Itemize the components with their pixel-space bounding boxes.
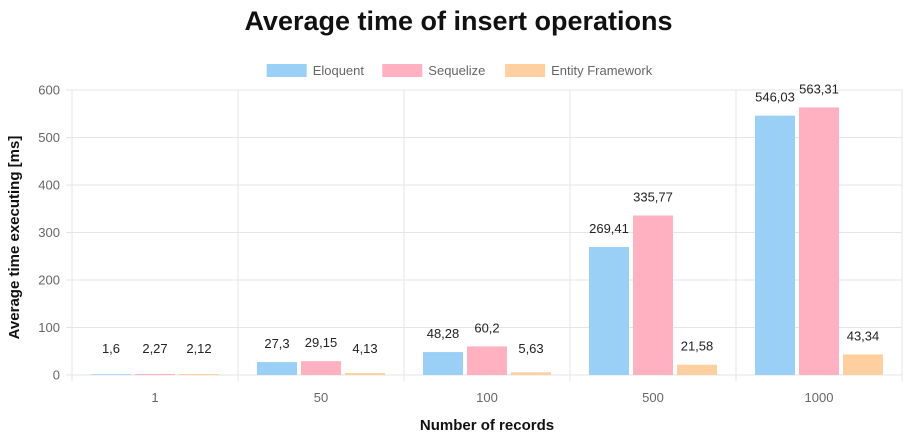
bar-entity-framework-50 — [345, 373, 385, 375]
data-label: 563,31 — [799, 81, 839, 96]
y-tick-label: 0 — [53, 368, 60, 383]
bar-sequelize-1 — [135, 373, 175, 375]
data-label: 48,28 — [427, 326, 460, 341]
bar-sequelize-100 — [467, 346, 507, 375]
y-tick-label: 600 — [38, 83, 60, 98]
legend-label: Entity Framework — [551, 63, 653, 78]
legend-swatch — [505, 64, 546, 77]
grid — [66, 89, 903, 381]
y-tick-label: 400 — [38, 178, 60, 193]
x-tick-label: 50 — [314, 390, 328, 405]
y-tick-label: 200 — [38, 273, 60, 288]
bar-sequelize-500 — [633, 215, 673, 375]
x-tick-label: 1000 — [805, 390, 834, 405]
data-label: 21,58 — [681, 339, 714, 354]
bar-entity-framework-1000 — [843, 354, 883, 375]
y-tick-label: 300 — [38, 225, 60, 240]
x-tick-label: 500 — [642, 390, 664, 405]
y-tick-label: 500 — [38, 130, 60, 145]
data-label: 1,6 — [102, 341, 120, 356]
data-label: 5,63 — [518, 341, 543, 356]
bar-eloquent-50 — [257, 362, 297, 375]
legend: Eloquent Sequelize Entity Framework — [266, 63, 653, 78]
legend-label: Eloquent — [313, 63, 365, 78]
data-labels: 1,6 2,27 2,12 27,3 29,15 4,13 48,28 60,2 5,63 269… — [102, 81, 879, 356]
x-tick-label: 100 — [476, 390, 498, 405]
x-axis-title: Number of records — [420, 417, 554, 434]
data-label: 335,77 — [633, 190, 673, 205]
data-label: 60,2 — [474, 320, 499, 335]
bar-entity-framework-500 — [677, 364, 717, 375]
data-label: 29,15 — [305, 335, 338, 350]
legend-swatch — [382, 64, 423, 77]
y-axis-title: Average time executing [ms] — [6, 136, 23, 340]
bar-sequelize-1000 — [799, 107, 839, 376]
data-label: 2,12 — [186, 341, 211, 356]
x-tick-label: 1 — [151, 390, 158, 405]
legend-label: Sequelize — [428, 63, 485, 78]
data-label: 546,03 — [755, 90, 795, 105]
y-tick-label: 100 — [38, 320, 60, 335]
bar-eloquent-1000 — [755, 115, 795, 376]
data-label: 269,41 — [589, 221, 629, 236]
legend-swatch — [266, 64, 307, 77]
data-label: 43,34 — [847, 328, 880, 343]
bars — [91, 107, 883, 376]
data-label: 27,3 — [264, 336, 289, 351]
data-label: 4,13 — [352, 341, 377, 356]
bar-eloquent-500 — [589, 247, 629, 375]
bar-sequelize-50 — [301, 361, 341, 375]
data-label: 2,27 — [142, 341, 167, 356]
bar-eloquent-1 — [91, 374, 131, 375]
bar-eloquent-100 — [423, 352, 463, 375]
bar-entity-framework-100 — [511, 372, 551, 375]
bar-entity-framework-1 — [179, 373, 219, 375]
axis-ticks: 0 100 200 300 400 500 600 1 50 100 500 1000 — [38, 83, 833, 406]
chart-title: Average time of insert operations — [244, 6, 673, 36]
